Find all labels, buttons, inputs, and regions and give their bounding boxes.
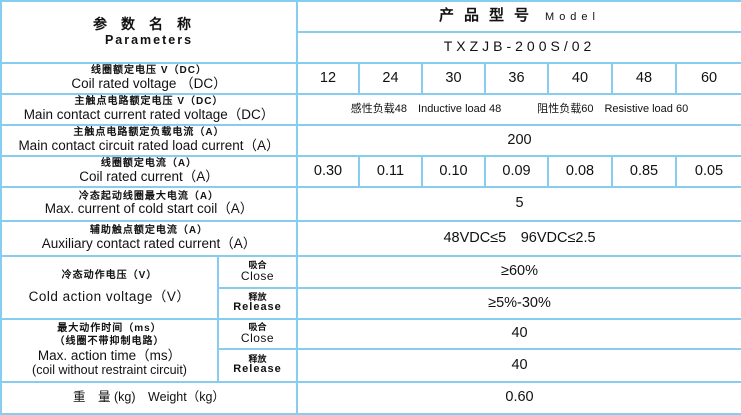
value-cell: 30 <box>421 62 486 95</box>
sub-label-release: 释放 Release <box>217 348 298 383</box>
label: 主触点电路额定负载电流（A） Main contact circuit rated… <box>0 124 298 157</box>
row-cold-action-close: 冷态动作电压（V） Cold action voltage（V） 吸合 Close … <box>0 255 741 320</box>
model-header: 产品型号 Model <box>295 0 741 33</box>
sub-label-close: 吸合 Close <box>217 255 298 289</box>
value-cell: 0.10 <box>421 155 486 188</box>
row-action-time-close: 最大动作时间（ms） （线圈不带抑制电路） Max. action time（ms）… <box>0 318 741 383</box>
label: 线圈额定电压 V（DC） Coil rated voltage （DC） <box>0 62 298 95</box>
value-cell: 48 <box>611 62 677 95</box>
value-cell: 40 <box>295 318 741 350</box>
row-cold-action-release: 释放 Release ≥5%-30% <box>1 287 741 320</box>
label: 辅助触点额定电流（A） Auxiliary contact rated curre… <box>0 220 298 257</box>
value-cell: 0.08 <box>547 155 613 188</box>
value-cell: 12 <box>296 62 360 95</box>
value-cell: 40 <box>295 348 741 383</box>
parameters-header: 参数名称 Parameters <box>0 0 298 64</box>
value-cell: ≥5%-30% <box>295 287 741 320</box>
sub-label-release: 释放 Release <box>217 287 298 320</box>
model-code: TXZJB-200S/02 <box>295 31 741 64</box>
row-coil-current: 线圈额定电流（A） Coil rated current（A） 0.30 0.11… <box>0 155 741 188</box>
row-weight: 重 量 (kg) Weight（kg） 0.60 <box>0 381 741 415</box>
label: 线圈额定电流（A） Coil rated current（A） <box>0 155 298 188</box>
value-cell: 60 <box>674 62 741 95</box>
value-cell: 0.85 <box>611 155 677 188</box>
label: 主触点电路额定电压 V（DC） Main contact current rate… <box>0 93 298 126</box>
label: 冷态动作电压（V） Cold action voltage（V） <box>0 255 219 320</box>
row-cold-start: 冷态起动线圈最大电流（A） Max. current of cold start … <box>0 186 741 222</box>
inductive-load: 感性负载48 Inductive load 48 <box>350 102 502 115</box>
row-main-current: 主触点电路额定负载电流（A） Main contact circuit rated… <box>0 124 741 157</box>
label: 最大动作时间（ms） （线圈不带抑制电路） Max. action time（ms）… <box>0 318 219 383</box>
sub-label-close: 吸合 Close <box>217 318 298 350</box>
resistive-load: 阻性负载60 Resistive load 60 <box>537 102 689 115</box>
value-cell: 36 <box>484 62 549 95</box>
value-cell: 0.09 <box>484 155 549 188</box>
value-cell: 200 <box>295 124 741 157</box>
value-cell: 0.11 <box>358 155 423 188</box>
value-cell: 24 <box>358 62 423 95</box>
row-main-voltage: 主触点电路额定电压 V（DC） Main contact current rate… <box>0 93 741 126</box>
label: 重 量 (kg) Weight（kg） <box>0 381 298 415</box>
value-cell: 感性负载48 Inductive load 48 阻性负载60 Resistive… <box>295 93 741 126</box>
value-cell: 0.05 <box>674 155 741 188</box>
row-action-time-release: 释放 Release 40 <box>1 348 741 383</box>
value-cell: 5 <box>295 186 741 222</box>
value-cell: 0.60 <box>295 381 741 415</box>
value-cell: ≥60% <box>295 255 741 289</box>
value-cell: 0.30 <box>296 155 360 188</box>
row-coil-voltage: 线圈额定电压 V（DC） Coil rated voltage （DC） 12 2… <box>0 62 741 95</box>
value-cell: 40 <box>547 62 613 95</box>
label: 冷态起动线圈最大电流（A） Max. current of cold start … <box>0 186 298 222</box>
value-cell: 48VDC≤5 96VDC≤2.5 <box>295 220 741 257</box>
row-aux-current: 辅助触点额定电流（A） Auxiliary contact rated curre… <box>0 220 741 257</box>
